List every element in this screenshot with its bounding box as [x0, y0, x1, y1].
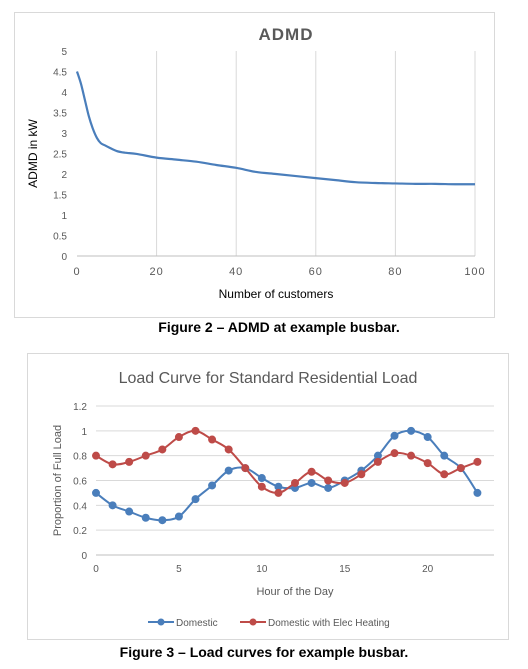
series-2-point: [456, 464, 465, 473]
series-1-point: [125, 507, 134, 516]
series-1-point: [158, 516, 167, 525]
series-1-point: [440, 451, 449, 460]
series-2-point: [125, 457, 134, 466]
series-2-point: [390, 449, 399, 458]
y-tick-label: 0.2: [73, 526, 87, 537]
series-1-point: [473, 488, 482, 497]
series-1-point: [141, 513, 150, 522]
x-tick-label: 80: [388, 266, 402, 278]
legend-marker-2: [249, 618, 257, 626]
y-tick-label: 2: [61, 170, 67, 181]
series-1-point: [224, 466, 233, 475]
x-tick-label: 100: [464, 266, 485, 278]
x-tick-label: 0: [73, 266, 80, 278]
series-1-point: [407, 426, 416, 435]
series-1-point: [390, 431, 399, 440]
series-line-2: [95, 429, 478, 494]
series-2-point: [257, 482, 266, 491]
series-2-point: [291, 478, 299, 487]
x-tick-label: 5: [176, 564, 182, 575]
y-tick-label: 0: [81, 551, 87, 562]
x-tick-label: 40: [229, 266, 243, 278]
series-2-point: [274, 488, 283, 497]
y-tick-label: 1.5: [53, 191, 67, 202]
series-1-point: [92, 488, 100, 497]
series-2-point: [241, 464, 250, 473]
admd-chart-frame: ADMD 0 20 40 60 80 100 0 0.5 1 1.5 2 2.5 3 3.5 4 4.5 5 Num…: [14, 12, 495, 318]
series-2-point: [108, 460, 117, 469]
admd-chart: ADMD 0 20 40 60 80 100 0 0.5 1 1.5 2 2.5 3 3.5 4 4.5 5 Num…: [26, 25, 485, 301]
legend-marker-1: [157, 618, 165, 626]
y-tick-label: 3: [61, 129, 67, 140]
series-2-point: [208, 435, 217, 444]
x-tick-label: 20: [422, 564, 434, 575]
load-curve-chart-frame: Load Curve for Standard Residential Load…: [27, 353, 509, 640]
series-1-point: [174, 512, 183, 521]
y-tick-label: 0.8: [73, 452, 87, 463]
series-1-point: [191, 495, 200, 504]
x-axis-label: Hour of the Day: [256, 586, 334, 598]
series-2-point: [407, 451, 416, 460]
series-1-point: [257, 474, 266, 483]
series-2-point: [191, 426, 200, 435]
legend-label-2: Domestic with Elec Heating: [268, 618, 390, 629]
y-axis-label: Proportion of Full Load: [52, 425, 64, 536]
figure-2-caption: Figure 2 – ADMD at example busbar.: [158, 319, 400, 335]
series-2-point: [158, 445, 167, 454]
admd-series-line: [75, 71, 476, 186]
y-tick-label: 0: [61, 252, 67, 263]
series-2-point: [92, 451, 100, 460]
series-line-1: [95, 429, 479, 522]
x-axis-label: Number of customers: [219, 287, 334, 301]
series-2-point: [224, 445, 233, 454]
chart-title: ADMD: [259, 25, 314, 44]
y-tick-label: 5: [61, 47, 67, 58]
y-tick-label: 0.6: [73, 477, 87, 488]
series-2-point: [307, 467, 316, 476]
x-tick-label: 20: [149, 266, 163, 278]
x-tick-label: 15: [339, 564, 351, 575]
y-tick-label: 3.5: [53, 109, 67, 120]
series-2-point: [340, 478, 349, 487]
series-1-point: [423, 433, 432, 442]
y-tick-label: 1: [81, 427, 87, 438]
y-tick-label: 4: [61, 88, 67, 99]
y-axis-label: ADMD in kW: [26, 118, 40, 187]
figure-3-caption: Figure 3 – Load curves for example busba…: [119, 644, 409, 660]
series-2-point: [357, 470, 366, 479]
y-tick-label: 1: [61, 211, 67, 222]
x-tick-label: 60: [309, 266, 323, 278]
x-tick-label: 0: [93, 564, 99, 575]
series-1-point: [307, 478, 316, 487]
series-1-point: [324, 483, 333, 492]
series-2-point: [373, 457, 382, 466]
y-tick-label: 1.2: [73, 402, 87, 413]
series-2-point: [324, 476, 333, 485]
x-tick-label: 10: [256, 564, 268, 575]
series-1-point: [208, 481, 217, 490]
chart-title: Load Curve for Standard Residential Load: [119, 370, 418, 387]
y-tick-label: 0.5: [53, 232, 67, 243]
load-curve-chart: Load Curve for Standard Residential Load…: [52, 370, 494, 629]
y-tick-label: 4.5: [53, 68, 67, 79]
legend-label-1: Domestic: [176, 618, 218, 629]
y-tick-label: 2.5: [53, 150, 67, 161]
series-2-point: [423, 459, 432, 468]
series-2-point: [141, 451, 150, 460]
series-2-point: [473, 457, 482, 466]
series-2-point: [440, 470, 449, 479]
series-2-point: [174, 433, 183, 442]
y-tick-label: 0.4: [73, 501, 87, 512]
series-1-point: [108, 501, 117, 510]
